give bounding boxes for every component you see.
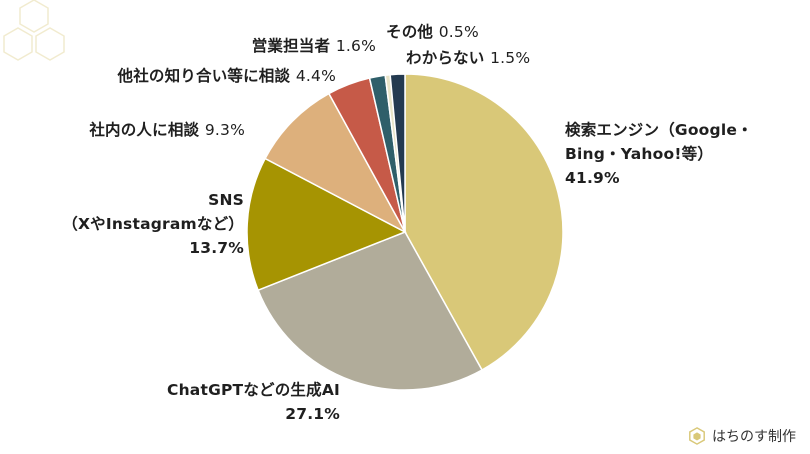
slice-label-text: 社内の人に相談 bbox=[89, 121, 205, 139]
slice-value: 4.4% bbox=[295, 67, 336, 85]
pie-slice-1 bbox=[257, 231, 484, 391]
slice-value: 27.1% bbox=[285, 405, 340, 423]
brand-name: はちのす制作 bbox=[712, 429, 796, 445]
slice-label-5: 営業担当者 1.6% bbox=[252, 34, 376, 58]
slice-label-text: SNS bbox=[208, 191, 244, 209]
slice-label-3: 社内の人に相談 9.3% bbox=[89, 118, 245, 142]
pie-slice-3 bbox=[264, 92, 407, 234]
honeycomb-icon bbox=[689, 427, 705, 445]
slice-label-text: 営業担当者 bbox=[251, 37, 336, 55]
slice-label-2: SNS （XやInstagramなど） 13.7% bbox=[62, 188, 244, 260]
slice-value: 13.7% bbox=[189, 239, 244, 257]
slice-label-6: その他 0.5% bbox=[386, 20, 479, 44]
slice-label-4: 他社の知り合い等に相談 4.4% bbox=[118, 64, 337, 88]
pie-slice-0 bbox=[404, 73, 564, 371]
decorative-honeycomb bbox=[3, 0, 65, 61]
slice-label-text: その他 bbox=[386, 23, 439, 41]
slice-value: 41.9% bbox=[565, 169, 620, 187]
brand-logo: はちのす制作 bbox=[688, 426, 796, 446]
slice-value: 1.6% bbox=[335, 37, 376, 55]
slice-value: 1.5% bbox=[490, 49, 531, 67]
slice-label-text: わからない bbox=[406, 49, 491, 67]
pie-slice-7 bbox=[389, 73, 406, 233]
slice-value: 9.3% bbox=[204, 121, 245, 139]
slice-label-text: ChatGPTなどの生成AI bbox=[167, 381, 340, 399]
slice-label-7: わからない 1.5% bbox=[406, 46, 530, 70]
slice-label-text: 他社の知り合い等に相談 bbox=[117, 67, 296, 85]
slice-value: 0.5% bbox=[438, 23, 479, 41]
pie-slice-2 bbox=[246, 157, 407, 292]
slice-label-1: ChatGPTなどの生成AI 27.1% bbox=[167, 378, 340, 426]
slice-label-0: 検索エンジン（Google・ Bing・Yahoo!等） 41.9% bbox=[565, 118, 753, 190]
slice-label-text: （XやInstagramなど） bbox=[62, 215, 244, 233]
slice-label-text: Bing・Yahoo!等） bbox=[565, 145, 714, 163]
slice-label-text: 検索エンジン（Google・ bbox=[565, 121, 753, 139]
